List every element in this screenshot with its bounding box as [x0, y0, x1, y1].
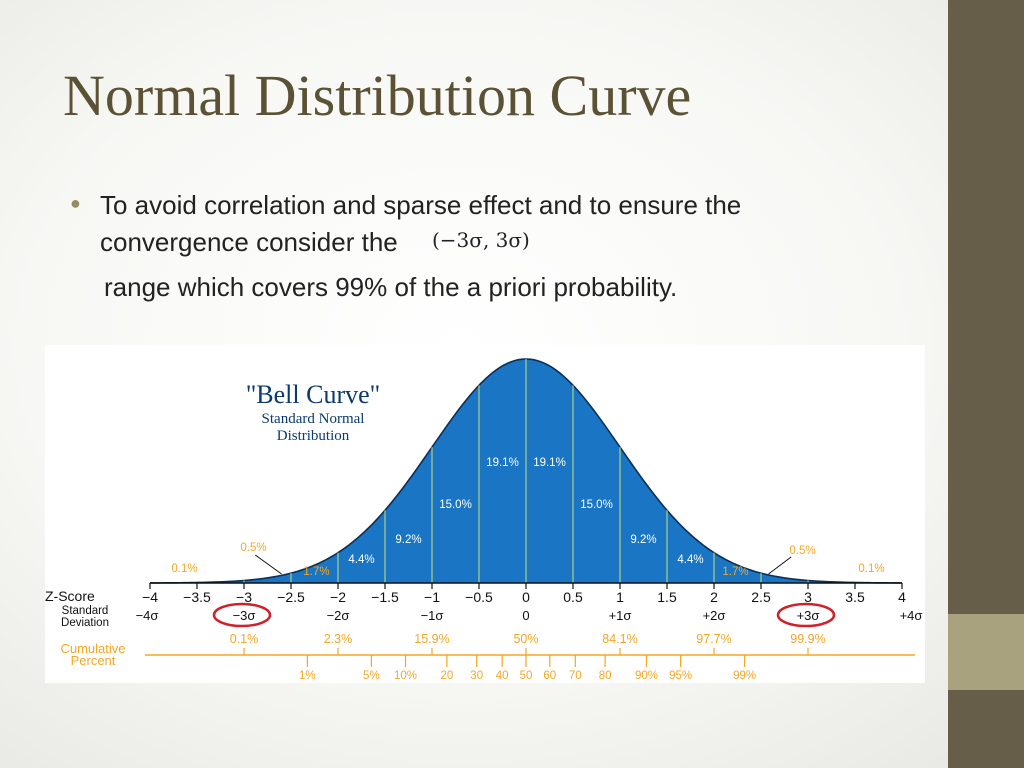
- cumulative-at-sd-label: 50%: [513, 632, 538, 646]
- segment-percent-label: 19.1%: [533, 457, 566, 469]
- z-score-label: Z-Score: [45, 588, 95, 604]
- bullet-dot-icon: ●: [70, 193, 81, 213]
- segment-percent-label: 9.2%: [395, 534, 421, 546]
- sd-tick-label: +1σ: [609, 608, 632, 623]
- z-tick-label: −1.5: [371, 589, 399, 605]
- segment-percent-label: 0.1%: [858, 563, 884, 575]
- percentile-label: 99%: [733, 670, 756, 682]
- sd-tick-label: −2σ: [327, 608, 350, 623]
- cumulative-at-sd-label: 15.9%: [414, 632, 449, 646]
- cumulative-percent-label: Percent: [71, 653, 116, 668]
- z-tick-label: 4: [898, 589, 906, 605]
- segment-percent-label: 4.4%: [348, 554, 374, 566]
- segment-percent-label: 15.0%: [580, 499, 613, 511]
- bullet-line-3: range which covers 99% of the a priori p…: [104, 272, 678, 302]
- highlight-circle: [212, 602, 272, 628]
- z-tick-label: −4: [142, 589, 158, 605]
- pointer-arrow-left: [254, 554, 282, 575]
- segment-percent-label: 4.4%: [677, 554, 703, 566]
- sd-tick-label: +4σ: [900, 608, 923, 623]
- segment-percent-label: 0.5%: [240, 542, 266, 554]
- standard-deviation-label: Standard: [62, 605, 109, 617]
- percentile-label: 30: [470, 670, 483, 682]
- z-tick-label: 3.5: [845, 589, 865, 605]
- z-tick-label: −0.5: [465, 589, 493, 605]
- chart-subtitle: Standard Normal: [262, 411, 365, 427]
- percentile-label: 40: [496, 670, 509, 682]
- cumulative-percent-label: Cumulative: [60, 641, 125, 656]
- sd-tick-label: −1σ: [421, 608, 444, 623]
- chart-panel: 0.1% 0.5% 1.7% 4.4% 9.2% 15.0% 19.1% 19.1% 15.0%…: [45, 345, 925, 683]
- pointer-arrow-right: [768, 556, 792, 575]
- sd-tick-label: −4σ: [136, 608, 159, 623]
- slide-title: Normal Distribution Curve: [63, 63, 692, 128]
- cumulative-at-sd-label: 84.1%: [602, 632, 637, 646]
- percentile-label: 70: [569, 670, 582, 682]
- sd-tick-label: +2σ: [703, 608, 726, 623]
- cumulative-at-sd-label: 97.7%: [696, 632, 731, 646]
- z-tick-label: 3: [804, 589, 812, 605]
- z-tick-label: 2: [710, 589, 718, 605]
- percentile-label: 60: [543, 670, 556, 682]
- z-tick-label: 0: [522, 589, 530, 605]
- bullet-line-2: convergence consider the: [100, 227, 398, 257]
- percentile-label: 20: [440, 670, 453, 682]
- chart-title: "Bell Curve": [246, 380, 381, 409]
- percentile-label: 1%: [299, 670, 316, 682]
- chart-subtitle: Distribution: [277, 428, 350, 444]
- segment-percent-label: 19.1%: [486, 457, 519, 469]
- standard-deviation-label: Deviation: [61, 617, 109, 629]
- segment-percent-label: 0.5%: [789, 545, 815, 557]
- sd-tick-label: 0: [522, 608, 529, 623]
- sd-tick-label: −3σ: [233, 608, 256, 623]
- segment-percent-label: 9.2%: [630, 534, 656, 546]
- z-tick-label: −2: [330, 589, 346, 605]
- percentile-label: 50: [520, 670, 533, 682]
- percentile-label: 5%: [363, 670, 380, 682]
- z-tick-label: 1: [616, 589, 624, 605]
- percentile-label: 90%: [635, 670, 658, 682]
- cumulative-at-sd-label: 0.1%: [230, 632, 259, 646]
- highlight-circle: [776, 602, 836, 628]
- z-tick-label: 1.5: [657, 589, 677, 605]
- z-tick-label: −2.5: [277, 589, 305, 605]
- sd-tick-label: +3σ: [797, 608, 820, 623]
- percentile-label: 10%: [394, 670, 417, 682]
- z-tick-label: −3.5: [183, 589, 211, 605]
- cumulative-at-sd-label: 2.3%: [324, 632, 353, 646]
- bullet-line-1: To avoid correlation and sparse effect a…: [100, 190, 742, 220]
- segment-percent-label: 1.7%: [303, 566, 329, 578]
- bell-curve-chart: 0.1% 0.5% 1.7% 4.4% 9.2% 15.0% 19.1% 19.1% 15.0%…: [45, 358, 923, 682]
- segment-percent-label: 15.0%: [439, 499, 472, 511]
- z-tick-label: 0.5: [563, 589, 583, 605]
- side-accent: [948, 614, 1024, 690]
- cumulative-at-sd-label: 99.9%: [790, 632, 825, 646]
- sigma-range-formula: (−3σ, 3σ): [432, 228, 530, 252]
- z-tick-label: 2.5: [751, 589, 771, 605]
- z-tick-label: −3: [236, 589, 252, 605]
- z-tick-label: −1: [424, 589, 440, 605]
- segment-percent-label: 1.7%: [722, 566, 748, 578]
- percentile-label: 95%: [669, 670, 692, 682]
- segment-percent-label: 0.1%: [171, 563, 197, 575]
- percentile-label: 80: [599, 670, 612, 682]
